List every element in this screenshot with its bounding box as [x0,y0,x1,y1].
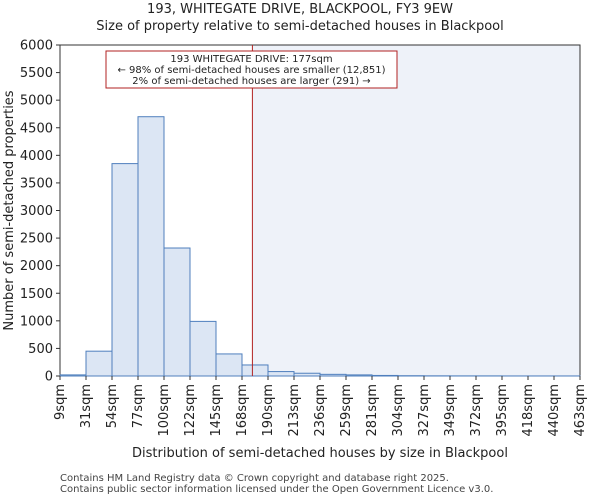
footer-line-1: Contains HM Land Registry data © Crown c… [60,473,449,484]
x-tick-label: 145sqm [209,384,224,437]
x-tick-label: 327sqm [417,384,432,437]
x-tick-label: 349sqm [443,384,458,437]
bar-77sqm [137,116,165,377]
bar-168sqm [241,364,269,377]
bar-9sqm [59,374,87,377]
y-tick-label: 0 [45,370,53,385]
x-tick-label: 9sqm [53,384,68,420]
bar-31sqm [85,350,113,377]
larger-region-shade [252,45,580,376]
y-tick-label: 3500 [20,176,53,191]
x-tick-label: 31sqm [79,384,94,428]
x-tick-label: 281sqm [365,384,380,437]
annotation-box [105,50,398,89]
y-tick-label: 4500 [20,121,53,136]
annotation-line-3: 2% of semi-detached houses are larger (2… [132,76,370,87]
y-tick-label: 2000 [20,259,53,274]
y-tick-label: 2500 [20,232,53,247]
chart-title: 193, WHITEGATE DRIVE, BLACKPOOL, FY3 9EW [147,2,453,17]
x-tick-label: 168sqm [235,384,250,437]
y-tick-label: 1500 [20,287,53,302]
bar-259sqm [345,374,373,377]
x-axis-label: Distribution of semi-detached houses by … [132,446,508,461]
y-tick-label: 4000 [20,149,53,164]
y-tick-label: 3000 [20,204,53,219]
bar-54sqm [111,163,139,377]
x-tick-label: 395sqm [495,384,510,437]
histogram-chart: 0 500 1000 1500 2000 2500 3000 3500 4000 4500 5000… [2,39,588,462]
x-tick-label: 372sqm [469,384,484,437]
bar-145sqm [215,353,243,377]
annotation-line-2: ← 98% of semi-detached houses are smalle… [117,65,385,76]
bar-236sqm [319,373,347,377]
chart-subtitle: Size of property relative to semi-detach… [96,19,504,34]
footer-line-2: Contains public sector information licen… [60,484,494,495]
y-axis-label: Number of semi-detached properties [2,90,17,330]
x-tick-label: 77sqm [131,384,146,428]
x-tick-label: 418sqm [521,384,536,437]
x-tick-label: 213sqm [287,384,302,437]
y-tick-label: 5500 [20,66,53,81]
x-tick-label: 54sqm [105,384,120,428]
x-tick-label: 122sqm [183,384,198,437]
x-tick-label: 100sqm [157,384,172,437]
annotation-line-1: 193 WHITEGATE DRIVE: 177sqm [170,54,332,65]
bar-190sqm [267,371,295,377]
bar-281sqm [371,374,399,377]
y-tick-label: 500 [28,342,53,357]
y-tick-label: 5000 [20,94,53,109]
x-tick-label: 463sqm [573,384,588,437]
bar-213sqm [293,372,321,377]
y-tick-label: 6000 [20,39,53,54]
x-tick-label: 440sqm [547,384,562,437]
y-tick-label: 1000 [20,314,53,329]
x-tick-label: 259sqm [339,384,354,437]
bar-100sqm [163,247,191,377]
x-tick-label: 304sqm [391,384,406,437]
x-tick-label: 236sqm [313,384,328,437]
x-tick-label: 190sqm [261,384,276,437]
bar-122sqm [189,320,217,377]
